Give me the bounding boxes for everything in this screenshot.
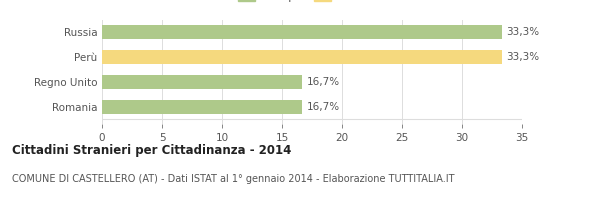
Legend: Europa, America: Europa, America (234, 0, 390, 6)
Bar (102, 25, 502, 39)
Text: Cittadini Stranieri per Cittadinanza - 2014: Cittadini Stranieri per Cittadinanza - 2… (12, 144, 292, 157)
Text: COMUNE DI CASTELLERO (AT) - Dati ISTAT al 1° gennaio 2014 - Elaborazione TUTTITA: COMUNE DI CASTELLERO (AT) - Dati ISTAT a… (12, 174, 455, 184)
Text: 33,3%: 33,3% (506, 52, 539, 62)
Text: 33,3%: 33,3% (506, 27, 539, 37)
Text: 16,7%: 16,7% (307, 102, 340, 112)
Bar (102, 75, 302, 89)
Text: 16,7%: 16,7% (307, 77, 340, 87)
Bar (102, 100, 302, 114)
Bar (102, 50, 502, 64)
